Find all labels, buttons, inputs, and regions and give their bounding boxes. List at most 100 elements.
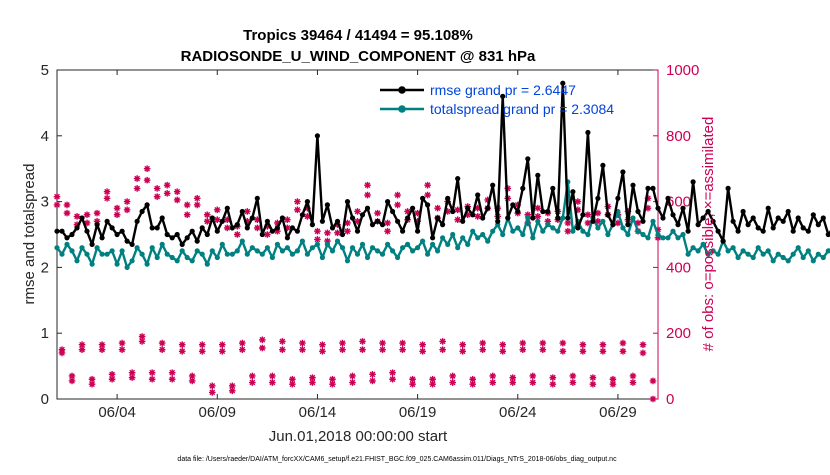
- obs-assimilated-marker: [519, 346, 527, 353]
- obs-assimilated-marker: [449, 379, 456, 386]
- obs-assimilated-marker: [564, 227, 572, 235]
- obs-assimilated-marker: [133, 175, 141, 182]
- obs-assimilated-marker: [284, 224, 291, 232]
- obs-assimilated-marker: [534, 213, 542, 220]
- totalspread-point: [670, 228, 676, 234]
- totalspread-point: [174, 258, 180, 264]
- obs-assimilated-marker: [434, 204, 441, 212]
- obs-assimilated-marker: [168, 369, 176, 376]
- rmse-point: [610, 222, 616, 228]
- rmse-point: [74, 225, 80, 231]
- totalspread-point: [645, 235, 651, 241]
- obs-assimilated-marker: [639, 341, 647, 349]
- obs-assimilated-marker: [173, 196, 181, 204]
- rmse-point: [284, 235, 290, 241]
- right-tick-label: 400: [666, 259, 691, 276]
- totalspread-point: [184, 254, 190, 261]
- obs-assimilated-marker: [514, 201, 522, 209]
- totalspread-point: [244, 251, 250, 257]
- totalspread-point: [129, 258, 135, 264]
- obs-assimilated-marker: [254, 224, 261, 232]
- obs-assimilated-marker: [439, 338, 446, 345]
- rmse-point: [620, 169, 626, 175]
- obs-assimilated-marker: [289, 375, 296, 383]
- obs-assimilated-marker: [574, 198, 582, 205]
- rmse-point: [535, 172, 541, 178]
- obs-assimilated-marker: [639, 349, 647, 357]
- obs-assimilated-marker: [619, 347, 627, 355]
- rmse-point: [650, 185, 656, 191]
- totalspread-point: [109, 248, 115, 254]
- totalspread-point: [104, 251, 110, 257]
- totalspread-point: [515, 225, 521, 231]
- chart-title-line1: Tropics 39464 / 41494 = 95.108%: [243, 27, 473, 44]
- obs-assimilated-marker: [133, 185, 141, 192]
- obs-assimilated-marker: [584, 211, 592, 219]
- obs-assimilated-marker: [143, 165, 151, 172]
- bottom-axis-ticks: 06/04 06/09 06/14 06/19 06/24 06/29: [98, 70, 637, 421]
- obs-assimilated-marker: [489, 372, 497, 380]
- rmse-point: [359, 212, 366, 218]
- obs-assimilated-marker: [193, 195, 201, 202]
- totalspread-point: [530, 235, 536, 241]
- rmse-point: [480, 215, 486, 221]
- rmse-series: [54, 80, 830, 247]
- rmse-point: [420, 195, 426, 201]
- legend: rmse grand pr = 2.6447 totalspread grand…: [380, 82, 614, 117]
- rmse-point: [334, 218, 341, 224]
- rmse-point: [745, 222, 751, 228]
- totalspread-point: [805, 248, 811, 254]
- totalspread-point: [675, 235, 681, 241]
- rmse-point: [460, 218, 466, 224]
- obs-assimilated-marker: [274, 227, 281, 235]
- obs-assimilated-marker: [183, 211, 191, 219]
- rmse-point: [184, 235, 190, 241]
- rmse-point: [239, 208, 245, 215]
- obs-assimilated-marker: [148, 369, 156, 376]
- rmse-point: [710, 218, 716, 224]
- obs-assimilated-marker: [299, 346, 306, 353]
- obs-assimilated-marker: [324, 237, 331, 245]
- obs-assimilated-marker: [499, 341, 507, 349]
- obs-assimilated-marker: [359, 338, 366, 345]
- obs-assimilated-marker: [369, 377, 376, 385]
- rmse-point: [379, 222, 386, 228]
- left-tick-label: 2: [41, 259, 49, 276]
- left-tick-label: 0: [41, 391, 49, 408]
- rmse-point: [324, 202, 330, 208]
- totalspread-point: [695, 248, 701, 254]
- totalspread-point: [304, 251, 310, 257]
- obs-assimilated-marker: [309, 379, 316, 386]
- rmse-point: [470, 212, 476, 218]
- totalspread-point: [545, 222, 551, 228]
- totalspread-point: [525, 215, 531, 221]
- obs-assimilated-marker: [53, 193, 61, 200]
- x-tick-label: 06/09: [198, 404, 236, 421]
- rmse-point: [259, 231, 265, 238]
- rmse-point: [339, 231, 346, 238]
- rmse-point: [430, 235, 436, 241]
- rmse-point: [164, 231, 170, 238]
- totalspread-point: [550, 225, 556, 231]
- totalspread-point: [680, 231, 686, 238]
- rmse-point: [645, 185, 651, 191]
- totalspread-point: [735, 254, 741, 261]
- totalspread-point: [209, 248, 215, 254]
- totalspread-point: [405, 241, 411, 247]
- obs-assimilated-marker: [73, 221, 81, 228]
- obs-assimilated-marker: [529, 379, 537, 386]
- totalspread-point: [94, 245, 100, 251]
- rmse-point: [294, 228, 300, 234]
- rmse-point: [319, 218, 325, 224]
- rmse-point: [780, 218, 786, 224]
- rmse-point: [144, 202, 150, 208]
- obs-assimilated-marker: [68, 372, 76, 380]
- obs-assimilated-marker: [394, 191, 401, 199]
- rmse-point: [570, 189, 576, 195]
- obs-assimilated-marker: [339, 339, 346, 347]
- obs-assimilated-marker: [349, 372, 356, 380]
- totalspread-point: [124, 264, 130, 270]
- obs-assimilated-marker: [113, 211, 121, 219]
- obs-assimilated-marker: [63, 201, 71, 209]
